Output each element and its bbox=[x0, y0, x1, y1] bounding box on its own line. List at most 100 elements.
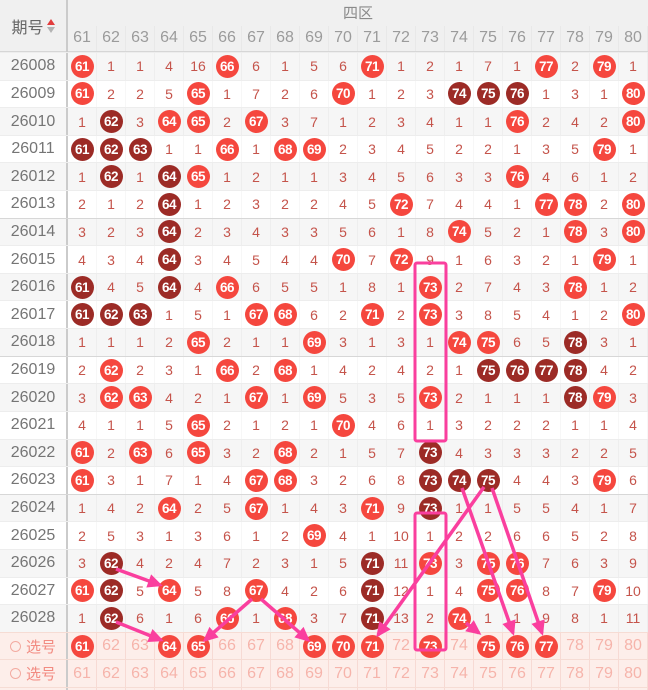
pick-ball-77[interactable]: 77 bbox=[534, 634, 558, 658]
pick-cell-63[interactable]: 63 bbox=[126, 660, 155, 687]
pick-number-79[interactable]: 79 bbox=[595, 637, 613, 655]
pick-cell-64[interactable]: 64 bbox=[155, 687, 184, 690]
pick-cell-65[interactable]: 65 bbox=[184, 632, 213, 660]
pick-cell-72[interactable]: 72 bbox=[387, 660, 416, 687]
pick-cell-71[interactable]: 71 bbox=[358, 687, 387, 690]
pick-number-70[interactable]: 70 bbox=[334, 664, 352, 682]
pick-cell-73[interactable]: 73 bbox=[416, 632, 445, 660]
pick-cell-76[interactable]: 76 bbox=[503, 660, 532, 687]
sort-control[interactable] bbox=[46, 19, 55, 33]
pick-cell-71[interactable]: 71 bbox=[358, 660, 387, 687]
pick-cell-70[interactable]: 70 bbox=[329, 632, 358, 660]
pick-cell-63[interactable]: 63 bbox=[126, 632, 155, 660]
pick-number-80[interactable]: 80 bbox=[624, 664, 642, 682]
pick-cell-61[interactable]: 61 bbox=[68, 687, 97, 690]
pick-number-68[interactable]: 68 bbox=[276, 637, 294, 655]
pick-radio-icon[interactable] bbox=[9, 668, 21, 680]
pick-number-74[interactable]: 74 bbox=[450, 637, 468, 655]
pick-cell-77[interactable]: 77 bbox=[532, 687, 561, 690]
pick-cell-67[interactable]: 67 bbox=[242, 660, 271, 687]
pick-cell-64[interactable]: 64 bbox=[155, 660, 184, 687]
pick-cell-77[interactable]: 77 bbox=[532, 632, 561, 660]
pick-cell-74[interactable]: 74 bbox=[445, 660, 474, 687]
pick-cell-78[interactable]: 78 bbox=[561, 687, 590, 690]
pick-ball-76[interactable]: 76 bbox=[505, 634, 529, 658]
pick-cell-79[interactable]: 79 bbox=[590, 660, 619, 687]
pick-number-66[interactable]: 66 bbox=[218, 637, 236, 655]
pick-cell-66[interactable]: 66 bbox=[213, 687, 242, 690]
pick-ball-71[interactable]: 71 bbox=[360, 634, 384, 658]
pick-cell-79[interactable]: 79 bbox=[590, 632, 619, 660]
pick-number-80[interactable]: 80 bbox=[624, 637, 642, 655]
pick-cell-65[interactable]: 65 bbox=[184, 687, 213, 690]
pick-number-66[interactable]: 66 bbox=[218, 664, 236, 682]
pick-number-73[interactable]: 73 bbox=[421, 664, 439, 682]
pick-number-69[interactable]: 69 bbox=[305, 664, 323, 682]
pick-ball-75[interactable]: 75 bbox=[476, 634, 500, 658]
pick-cell-69[interactable]: 69 bbox=[300, 632, 329, 660]
pick-cell-66[interactable]: 66 bbox=[213, 632, 242, 660]
pick-number-74[interactable]: 74 bbox=[450, 664, 468, 682]
pick-number-63[interactable]: 63 bbox=[131, 637, 149, 655]
pick-cell-76[interactable]: 76 bbox=[503, 687, 532, 690]
pick-number-63[interactable]: 63 bbox=[131, 664, 149, 682]
pick-ball-73[interactable]: 73 bbox=[418, 634, 442, 658]
pick-number-77[interactable]: 77 bbox=[537, 664, 555, 682]
pick-number-78[interactable]: 78 bbox=[566, 664, 584, 682]
pick-number-67[interactable]: 67 bbox=[247, 664, 265, 682]
pick-cell-68[interactable]: 68 bbox=[271, 660, 300, 687]
pick-ball-61[interactable]: 61 bbox=[70, 634, 94, 658]
pick-cell-79[interactable]: 79 bbox=[590, 687, 619, 690]
pick-cell-77[interactable]: 77 bbox=[532, 660, 561, 687]
pick-cell-75[interactable]: 75 bbox=[474, 687, 503, 690]
pick-cell-68[interactable]: 68 bbox=[271, 632, 300, 660]
pick-number-71[interactable]: 71 bbox=[363, 664, 381, 682]
pick-cell-74[interactable]: 74 bbox=[445, 687, 474, 690]
pick-number-72[interactable]: 72 bbox=[392, 637, 410, 655]
pick-number-76[interactable]: 76 bbox=[508, 664, 526, 682]
pick-number-72[interactable]: 72 bbox=[392, 664, 410, 682]
pick-cell-62[interactable]: 62 bbox=[97, 687, 126, 690]
pick-cell-76[interactable]: 76 bbox=[503, 632, 532, 660]
pick-cell-73[interactable]: 73 bbox=[416, 660, 445, 687]
pick-number-61[interactable]: 61 bbox=[73, 664, 91, 682]
pick-cell-65[interactable]: 65 bbox=[184, 660, 213, 687]
pick-ball-69[interactable]: 69 bbox=[302, 634, 326, 658]
pick-cell-68[interactable]: 68 bbox=[271, 687, 300, 690]
pick-cell-67[interactable]: 67 bbox=[242, 687, 271, 690]
pick-cell-73[interactable]: 73 bbox=[416, 687, 445, 690]
pick-cell-64[interactable]: 64 bbox=[155, 632, 184, 660]
pick-cell-66[interactable]: 66 bbox=[213, 660, 242, 687]
pick-cell-61[interactable]: 61 bbox=[68, 632, 97, 660]
pick-cell-78[interactable]: 78 bbox=[561, 660, 590, 687]
pick-ball-64[interactable]: 64 bbox=[157, 634, 181, 658]
pick-cell-71[interactable]: 71 bbox=[358, 632, 387, 660]
pick-cell-69[interactable]: 69 bbox=[300, 687, 329, 690]
pick-number-78[interactable]: 78 bbox=[566, 637, 584, 655]
pick-cell-70[interactable]: 70 bbox=[329, 660, 358, 687]
pick-number-75[interactable]: 75 bbox=[479, 664, 497, 682]
pick-cell-72[interactable]: 72 bbox=[387, 687, 416, 690]
pick-cell-70[interactable]: 70 bbox=[329, 687, 358, 690]
pick-number-64[interactable]: 64 bbox=[160, 664, 178, 682]
pick-cell-62[interactable]: 62 bbox=[97, 660, 126, 687]
pick-number-62[interactable]: 62 bbox=[102, 664, 120, 682]
pick-cell-75[interactable]: 75 bbox=[474, 632, 503, 660]
pick-cell-72[interactable]: 72 bbox=[387, 632, 416, 660]
pick-cell-78[interactable]: 78 bbox=[561, 632, 590, 660]
pick-cell-67[interactable]: 67 bbox=[242, 632, 271, 660]
pick-cell-63[interactable]: 63 bbox=[126, 687, 155, 690]
pick-ball-70[interactable]: 70 bbox=[331, 634, 355, 658]
pick-cell-80[interactable]: 80 bbox=[619, 660, 648, 687]
pick-radio-icon[interactable] bbox=[9, 640, 21, 652]
pick-cell-69[interactable]: 69 bbox=[300, 660, 329, 687]
pick-number-65[interactable]: 65 bbox=[189, 664, 207, 682]
pick-cell-75[interactable]: 75 bbox=[474, 660, 503, 687]
pick-number-68[interactable]: 68 bbox=[276, 664, 294, 682]
pick-cell-61[interactable]: 61 bbox=[68, 660, 97, 687]
pick-cell-62[interactable]: 62 bbox=[97, 632, 126, 660]
pick-ball-65[interactable]: 65 bbox=[186, 634, 210, 658]
sort-asc-icon[interactable] bbox=[46, 19, 55, 25]
pick-cell-74[interactable]: 74 bbox=[445, 632, 474, 660]
pick-cell-80[interactable]: 80 bbox=[619, 632, 648, 660]
